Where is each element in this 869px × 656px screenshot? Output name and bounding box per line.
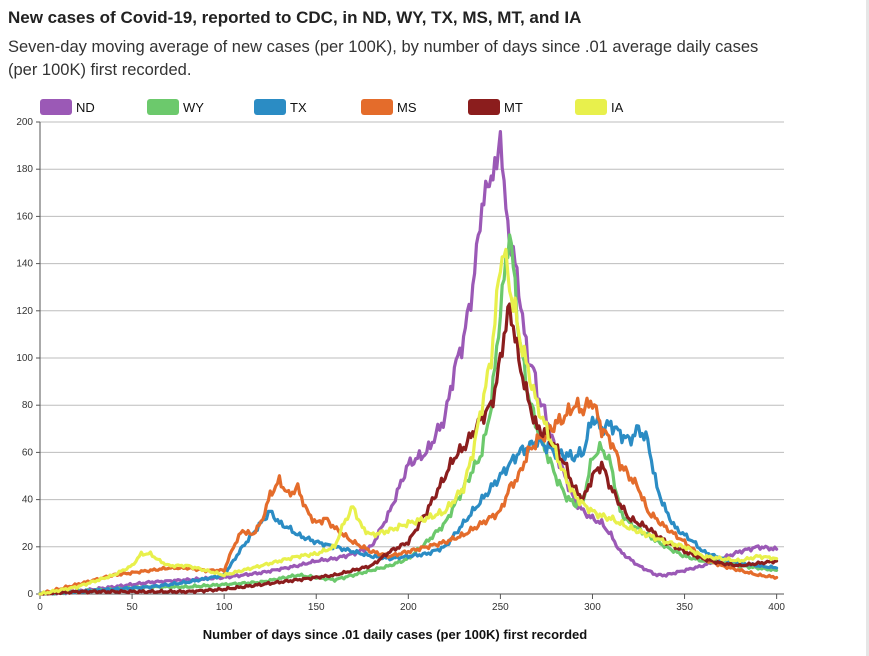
axes: 0 20 40 60 80 100 120 140 160 180 200 0 50 100 150 200 2… [16, 117, 785, 613]
legend-label-ms: MS [397, 100, 417, 115]
legend-label-nd: ND [76, 100, 95, 115]
x-tick-label: 300 [584, 602, 601, 613]
y-tick-label: 200 [16, 117, 33, 128]
series-line-ia [38, 247, 779, 596]
series-line-tx [38, 415, 779, 596]
y-tick-label: 40 [22, 495, 34, 506]
chart-title: New cases of Covid-19, reported to CDC, … [8, 8, 582, 27]
x-tick-label: 350 [676, 602, 693, 613]
legend-swatch-nd [40, 99, 72, 115]
x-tick-label: 0 [37, 602, 43, 613]
legend-swatch-tx [254, 99, 286, 115]
legend-swatch-wy [147, 99, 179, 115]
x-tick-label: 150 [308, 602, 325, 613]
y-tick-label: 60 [22, 447, 34, 458]
series-line-nd [38, 130, 779, 596]
gridlines [40, 121, 784, 548]
legend-swatch-ms [361, 99, 393, 115]
y-tick-label: 160 [16, 211, 33, 222]
y-tick-label: 20 [22, 542, 34, 553]
legend-label-mt: MT [504, 100, 523, 115]
series-lines [38, 130, 779, 596]
x-tick-label: 100 [216, 602, 233, 613]
x-axis-label: Number of days since .01 daily cases (pe… [203, 627, 587, 642]
series-line-ms [38, 396, 779, 596]
legend-swatch-mt [468, 99, 500, 115]
y-tick-label: 120 [16, 306, 33, 317]
page-scrollbar-edge [866, 0, 869, 656]
series-line-mt [38, 302, 779, 596]
y-tick-label: 180 [16, 164, 33, 175]
y-tick-label: 100 [16, 353, 33, 364]
x-tick-label: 400 [768, 602, 785, 613]
legend-label-wy: WY [183, 100, 204, 115]
y-tick-label: 140 [16, 259, 33, 270]
legend-label-ia: IA [611, 100, 624, 115]
chart-subtitle: Seven-day moving average of new cases (p… [8, 38, 759, 79]
x-tick-label: 50 [127, 602, 139, 613]
y-tick-label: 0 [27, 589, 33, 600]
x-tick-label: 250 [492, 602, 509, 613]
x-tick-label: 200 [400, 602, 417, 613]
legend-label-tx: TX [290, 100, 307, 115]
legend: ND WY TX MS MT IA [40, 99, 624, 115]
y-tick-label: 80 [22, 400, 34, 411]
legend-swatch-ia [575, 99, 607, 115]
